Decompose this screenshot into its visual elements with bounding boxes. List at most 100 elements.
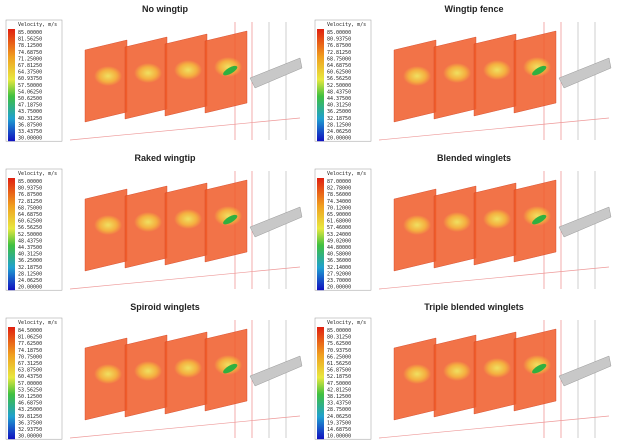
legend-value: 54.06250	[18, 89, 42, 95]
legend-value: 70.12000	[327, 205, 351, 211]
legend-value: 32.18750	[327, 116, 351, 122]
legend-value: 85.00000	[327, 30, 351, 36]
legend-value: 57.50000	[18, 83, 42, 89]
axis-line	[379, 416, 609, 438]
legend-value: 75.62500	[327, 341, 351, 347]
legend-value: 36.37500	[18, 420, 42, 426]
velocity-contour	[483, 358, 511, 378]
legend-value: 40.31250	[18, 116, 42, 122]
legend-value: 46.68750	[18, 401, 42, 407]
legend-value: 44.80000	[327, 245, 351, 251]
legend-value: 53.24000	[327, 232, 351, 238]
legend-value: 49.02000	[327, 238, 351, 244]
legend-value: 52.50000	[18, 232, 42, 238]
legend-value: 52.50000	[327, 83, 351, 89]
legend-value: 48.43750	[18, 238, 42, 244]
panel-title: Blended winglets	[437, 153, 511, 163]
legend-value: 78.56000	[327, 192, 351, 198]
velocity-contour	[443, 63, 471, 83]
wing	[250, 58, 302, 88]
panel-title: Triple blended winglets	[424, 302, 524, 312]
legend-value: 68.75000	[18, 205, 42, 211]
velocity-contour	[443, 212, 471, 232]
legend-value: 84.50000	[18, 328, 42, 334]
legend-value: 23.70000	[327, 278, 351, 284]
legend-title: Velocity, m/s	[327, 171, 366, 177]
legend-value: 77.62500	[18, 341, 42, 347]
legend-value: 81.56250	[18, 37, 42, 43]
velocity-contour	[174, 358, 202, 378]
legend-value: 80.31250	[327, 335, 351, 341]
legend-value: 56.87500	[327, 368, 351, 374]
axis-line	[70, 416, 300, 438]
legend-value: 85.00000	[18, 30, 42, 36]
wing	[250, 207, 302, 237]
legend-value: 40.31250	[18, 252, 42, 258]
panel: Raked wingtipVelocity, m/s85.0000080.937…	[6, 153, 302, 291]
legend-value: 72.81250	[327, 50, 351, 56]
legend-value: 78.12500	[18, 43, 42, 49]
legend-value: 10.00000	[327, 434, 351, 440]
legend-value: 60.62500	[18, 219, 42, 225]
legend-value: 42.81250	[327, 387, 351, 393]
panel-title: Wingtip fence	[445, 4, 504, 14]
legend-value: 64.68750	[327, 63, 351, 69]
panel-title: Spiroid winglets	[130, 302, 200, 312]
legend-value: 68.75000	[327, 56, 351, 62]
velocity-contour	[174, 209, 202, 229]
legend-title: Velocity, m/s	[18, 320, 57, 326]
axis-line	[379, 267, 609, 289]
legend-value: 57.00000	[18, 381, 42, 387]
legend-value: 33.43750	[18, 129, 42, 135]
legend-value: 24.06250	[327, 129, 351, 135]
velocity-contour	[94, 215, 122, 235]
legend-value: 33.43750	[327, 401, 351, 407]
legend-value: 64.37500	[18, 70, 42, 76]
legend-value: 28.75000	[327, 407, 351, 413]
velocity-contour	[443, 361, 471, 381]
velocity-contour	[174, 60, 202, 80]
legend-value: 57.46000	[327, 225, 351, 231]
legend-title: Velocity, m/s	[327, 22, 366, 28]
legend-title: Velocity, m/s	[18, 171, 57, 177]
panel-title: No wingtip	[142, 4, 188, 14]
legend-value: 80.93750	[18, 186, 42, 192]
legend-value: 32.14000	[327, 265, 351, 271]
velocity-contour	[403, 364, 431, 384]
legend-value: 60.62500	[327, 70, 351, 76]
color-bar	[8, 327, 15, 439]
legend-title: Velocity, m/s	[327, 320, 366, 326]
legend-value: 67.81250	[18, 63, 42, 69]
legend-value: 70.93750	[327, 348, 351, 354]
legend-value: 70.75000	[18, 354, 42, 360]
legend-value: 61.68000	[327, 219, 351, 225]
legend-value: 82.78000	[327, 186, 351, 192]
legend-value: 53.56250	[18, 387, 42, 393]
legend-value: 64.68750	[18, 212, 42, 218]
axis-line	[379, 118, 609, 140]
legend-value: 24.06250	[327, 414, 351, 420]
legend-value: 32.93750	[18, 427, 42, 433]
color-bar	[317, 327, 324, 439]
legend-value: 60.43750	[18, 374, 42, 380]
velocity-contour	[483, 209, 511, 229]
legend-value: 65.90000	[327, 212, 351, 218]
velocity-contour	[403, 66, 431, 86]
panel-title: Raked wingtip	[134, 153, 196, 163]
legend-value: 71.25000	[18, 56, 42, 62]
legend-value: 60.93750	[18, 76, 42, 82]
legend-value: 32.18750	[18, 265, 42, 271]
legend-value: 20.00000	[18, 285, 42, 291]
color-bar	[317, 29, 324, 141]
velocity-contour	[483, 60, 511, 80]
legend-value: 50.12500	[18, 394, 42, 400]
color-bar	[8, 29, 15, 141]
legend-value: 40.31250	[327, 103, 351, 109]
legend-value: 50.62500	[18, 96, 42, 102]
legend-value: 48.43750	[327, 89, 351, 95]
wing	[250, 356, 302, 386]
legend-value: 61.56250	[327, 361, 351, 367]
